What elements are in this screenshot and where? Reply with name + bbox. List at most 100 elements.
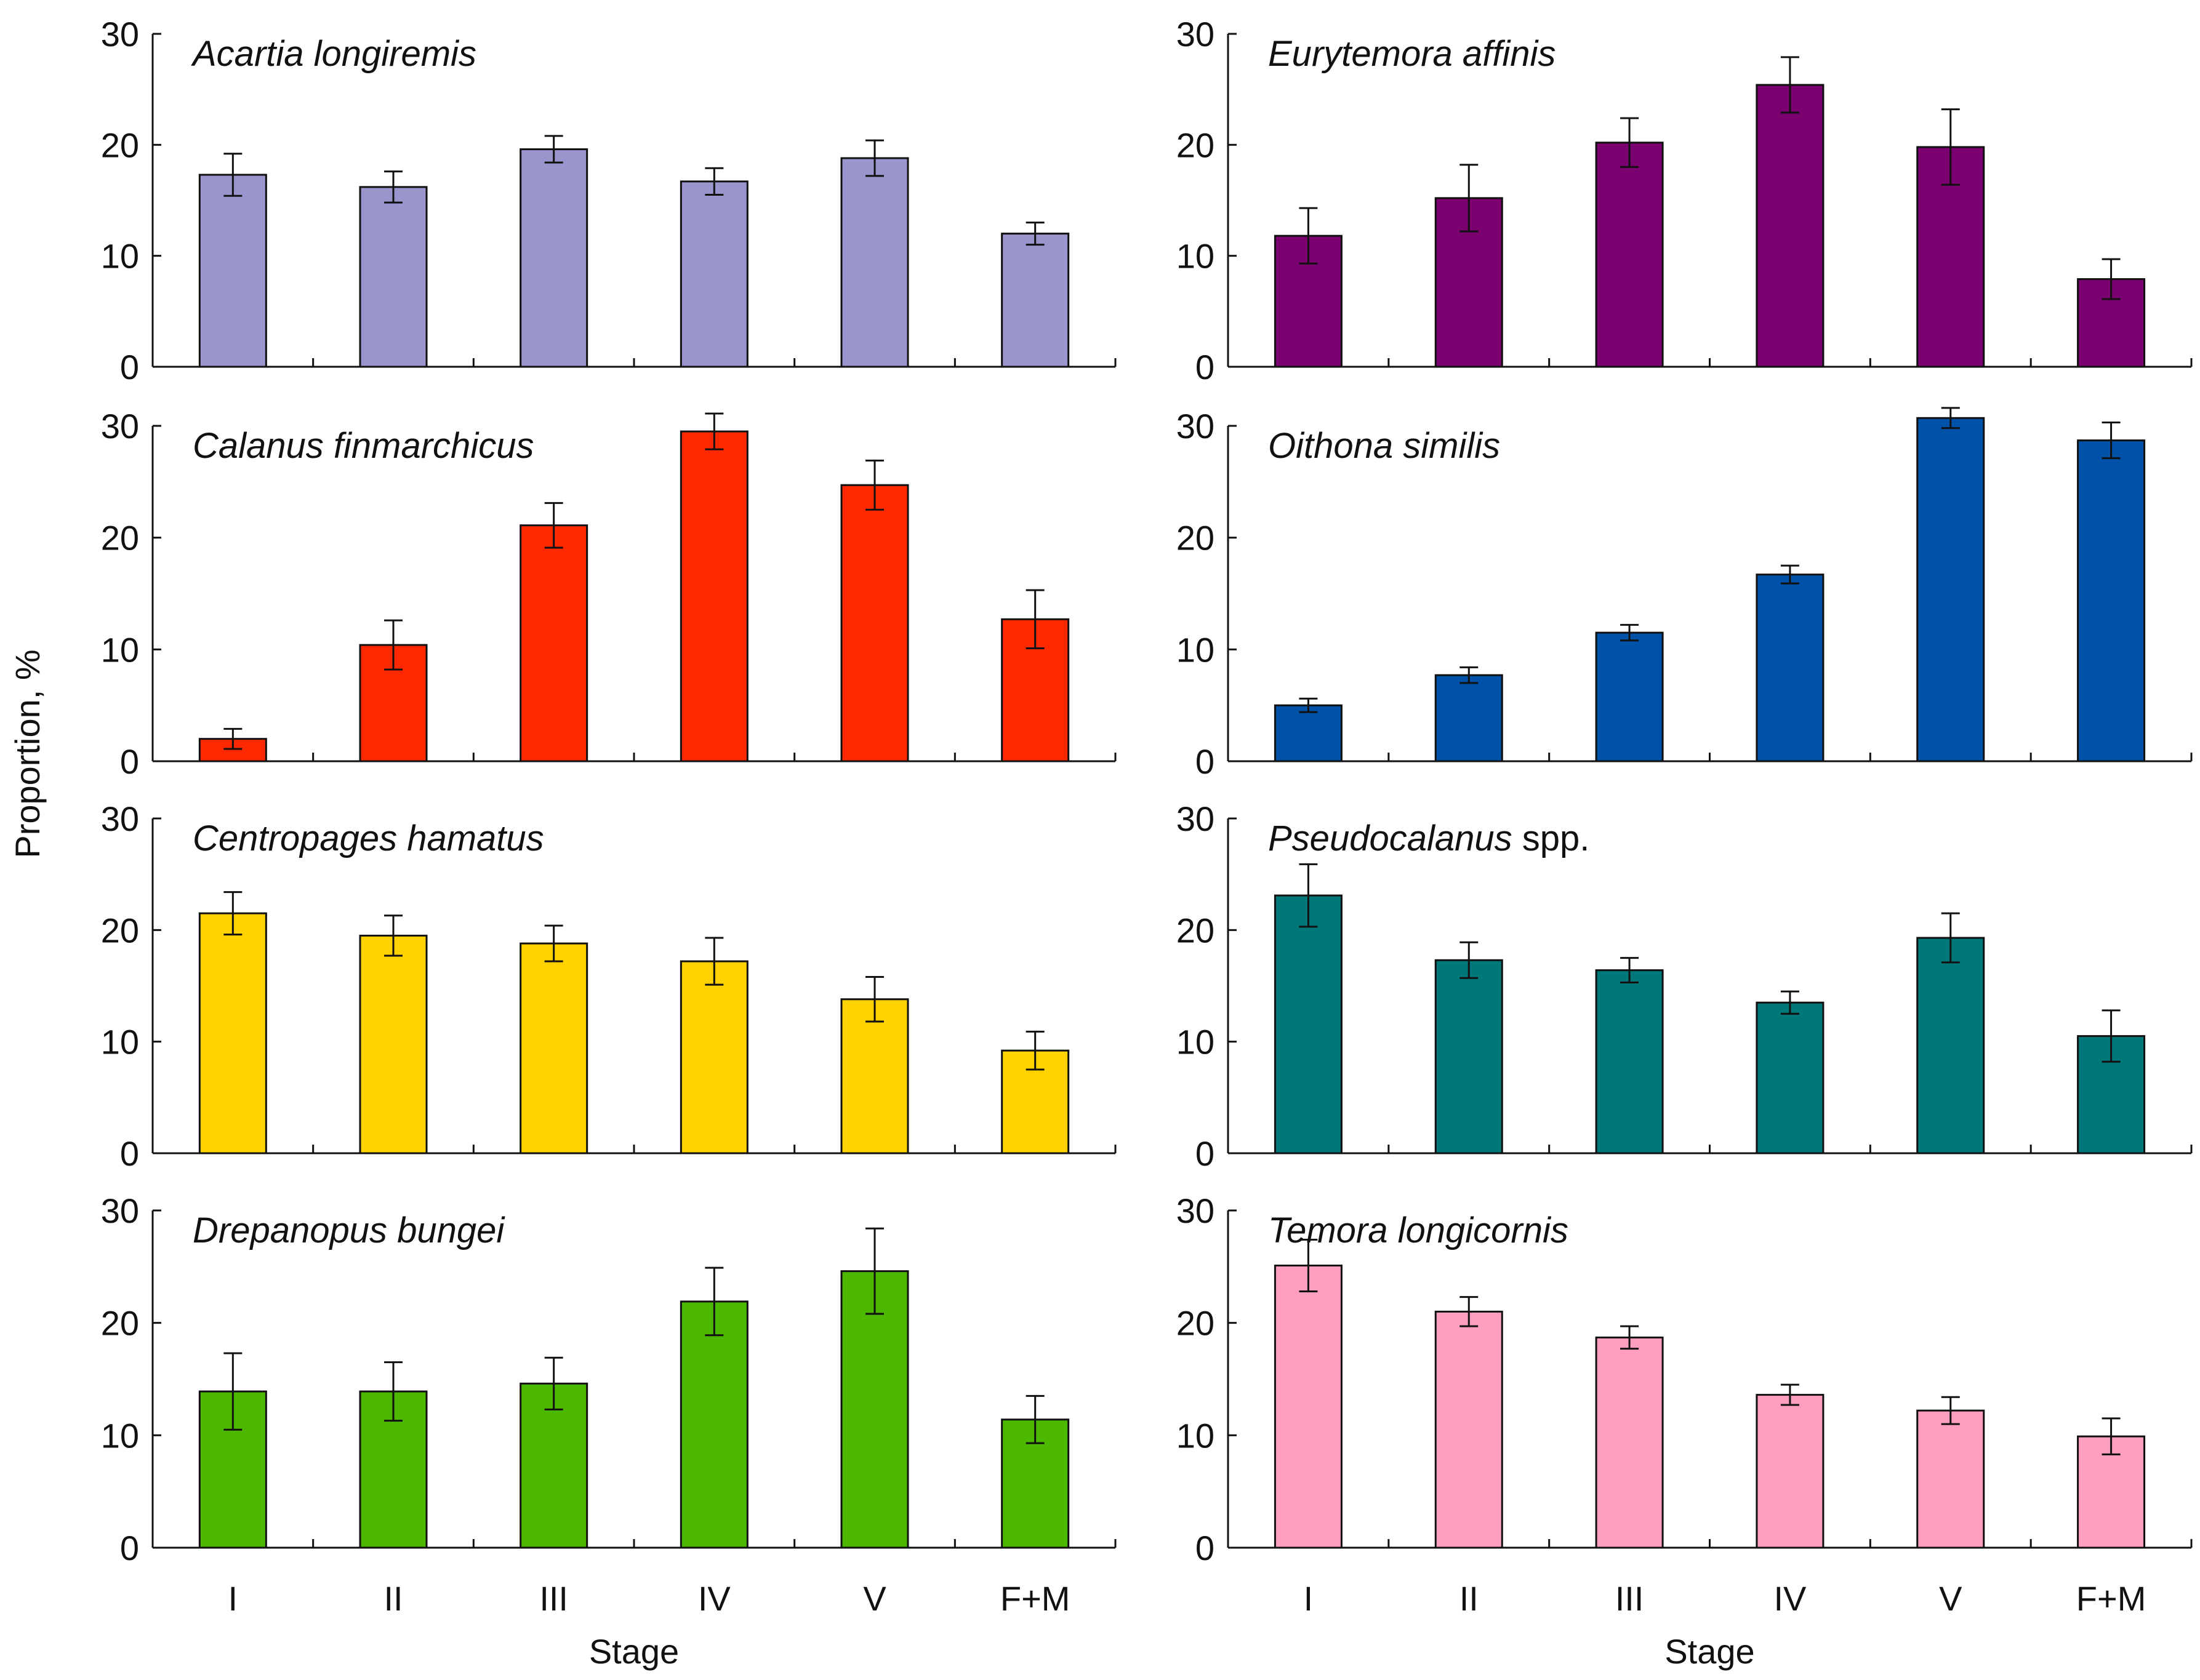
error-bar-IV — [705, 167, 724, 196]
error-bar-I — [1299, 863, 1318, 928]
error-bar-V — [1941, 912, 1960, 964]
bar-IV — [680, 180, 749, 368]
y-tick-label: 20 — [101, 126, 139, 164]
y-tick-label: 30 — [101, 15, 139, 54]
bar-II — [1434, 959, 1503, 1154]
bar-II — [1434, 674, 1503, 762]
error-bar-IV — [705, 412, 724, 450]
panel-title: Drepanopus bungei — [193, 1210, 505, 1250]
bar-III — [520, 524, 588, 762]
y-tick-label: 10 — [1176, 1023, 1214, 1062]
error-bar-III — [544, 502, 563, 549]
x-tick-label: V — [1939, 1579, 1962, 1618]
x-tick-label: F+M — [1000, 1579, 1070, 1618]
bar-IV — [1756, 1001, 1825, 1154]
error-bar-V — [865, 139, 884, 177]
y-tick-label: 0 — [1195, 348, 1214, 386]
error-bar-V — [1941, 407, 1960, 430]
error-bar-II — [1459, 666, 1479, 684]
bar-F+M — [2077, 439, 2146, 762]
error-bar-IV — [705, 937, 724, 986]
error-bar-IV — [1780, 1383, 1799, 1406]
y-tick-label: 20 — [1176, 126, 1214, 164]
error-bar-I — [1299, 207, 1318, 265]
error-bar-V — [865, 459, 884, 511]
bar-V — [840, 157, 909, 368]
x-axis-label: Stage — [589, 1632, 679, 1671]
x-axis-label: Stage — [1664, 1632, 1754, 1671]
bar-II — [1434, 1310, 1503, 1549]
x-tick-label: I — [1304, 1579, 1314, 1618]
bar-IV — [1756, 1394, 1825, 1549]
error-bar-II — [1459, 164, 1479, 233]
bar-I — [1274, 894, 1343, 1154]
y-tick-label: 10 — [101, 1023, 139, 1062]
bar-IV — [1756, 574, 1825, 762]
bar-V — [840, 484, 909, 762]
error-bar-I — [223, 727, 243, 750]
bar-IV — [680, 1300, 749, 1549]
error-bar-F+M — [1026, 222, 1045, 246]
y-tick-label: 20 — [101, 1304, 139, 1343]
x-tick-label: II — [383, 1579, 403, 1618]
error-bar-II — [384, 1361, 403, 1422]
panel-4: 0 10 20 30 Oithona similis — [1176, 407, 2193, 781]
error-bar-F+M — [2102, 1417, 2121, 1455]
error-bar-V — [865, 1227, 884, 1315]
y-tick-label: 10 — [101, 237, 139, 276]
y-tick-label: 30 — [1176, 15, 1214, 54]
chart-panels: 0 10 20 30 Acartia longiremis 0 10 20 30 Eurytemo… — [101, 15, 2193, 1671]
bar-I — [198, 912, 267, 1154]
bar-I — [198, 174, 267, 368]
error-bar-III — [1620, 623, 1639, 642]
bar-V — [1916, 1409, 1985, 1549]
bar-IV — [680, 960, 749, 1154]
panel-title: Temora longicornis — [1268, 1210, 1568, 1250]
bar-III — [1595, 1336, 1664, 1549]
bar-F+M — [1001, 1049, 1070, 1154]
y-tick-label: 20 — [1176, 519, 1214, 558]
y-axis-label: Proportion, % — [8, 649, 47, 858]
error-bar-II — [384, 170, 403, 204]
error-bar-II — [1459, 1296, 1479, 1327]
y-tick-label: 10 — [101, 630, 139, 669]
y-tick-label: 20 — [101, 911, 139, 950]
x-tick-label: V — [863, 1579, 886, 1618]
x-tick-label: I — [228, 1579, 238, 1618]
error-bar-F+M — [2102, 1009, 2121, 1063]
error-bar-IV — [1780, 564, 1799, 585]
error-bar-V — [1941, 108, 1960, 186]
bar-II — [359, 186, 428, 368]
y-tick-label: 30 — [101, 1191, 139, 1230]
y-tick-label: 10 — [1176, 1416, 1214, 1455]
panel-title: Calanus finmarchicus — [193, 426, 534, 466]
error-bar-III — [1620, 957, 1639, 984]
error-bar-IV — [705, 1266, 724, 1337]
bar-III — [520, 942, 588, 1154]
error-bar-I — [1299, 697, 1318, 713]
bar-III — [1595, 631, 1664, 762]
bar-III — [520, 148, 588, 368]
error-bar-V — [1941, 1396, 1960, 1425]
panel-5: 0 10 20 30 Centropages hamatus — [101, 799, 1117, 1173]
error-bar-III — [1620, 117, 1639, 168]
bar-III — [1595, 969, 1664, 1154]
y-tick-label: 10 — [1176, 237, 1214, 276]
error-bar-I — [1299, 1238, 1318, 1293]
bar-V — [1916, 417, 1985, 762]
error-bar-F+M — [1026, 589, 1045, 650]
x-tick-label: IV — [1773, 1579, 1807, 1618]
y-tick-label: 30 — [101, 407, 139, 446]
bar-F+M — [1001, 233, 1070, 368]
x-tick-label: III — [539, 1579, 568, 1618]
y-tick-label: 20 — [1176, 1304, 1214, 1343]
y-tick-label: 20 — [1176, 911, 1214, 950]
panel-3: 0 10 20 30 Calanus finmarchicus — [101, 407, 1117, 781]
y-tick-label: 30 — [1176, 1191, 1214, 1230]
error-bar-I — [223, 891, 243, 936]
error-bar-IV — [1780, 990, 1799, 1015]
y-tick-label: 0 — [1195, 1134, 1214, 1173]
